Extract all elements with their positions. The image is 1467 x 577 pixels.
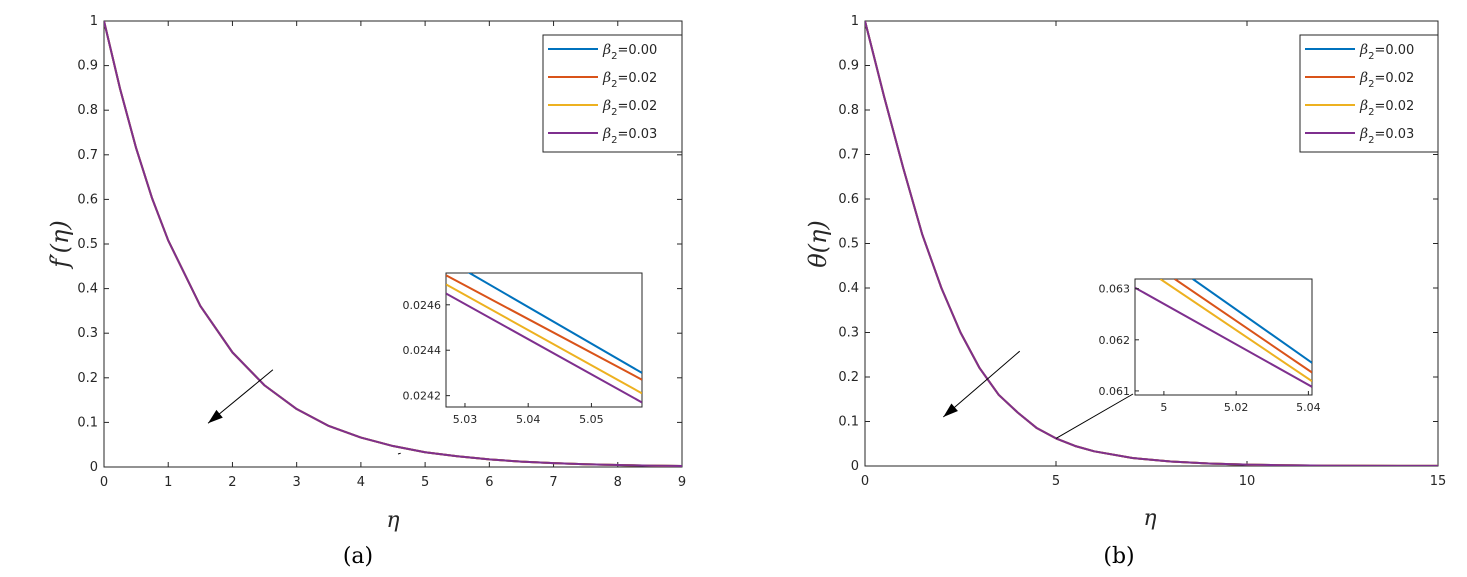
- x-tick-label: 7: [549, 475, 557, 490]
- y-tick-label: 0.9: [77, 59, 98, 74]
- y-tick-label: 0: [90, 460, 98, 475]
- inset-y-tick-label: 0.062: [1099, 334, 1131, 347]
- inset-pointer-line: [397, 452, 401, 455]
- x-axis-label: η: [386, 508, 399, 533]
- legend-entry-1: β2=0.02: [1359, 70, 1414, 90]
- x-tick-label: 9: [678, 475, 686, 490]
- y-tick-label: 0.3: [838, 326, 859, 341]
- y-axis-label: f′(η): [46, 220, 74, 269]
- y-tick-label: 0.6: [838, 192, 859, 207]
- inset-pointer-line: [1055, 393, 1134, 439]
- x-tick-label: 15: [1430, 474, 1447, 489]
- y-axis-label: θ(η): [804, 220, 832, 268]
- inset-x-tick-label: 5.04: [1296, 401, 1321, 414]
- y-tick-label: 0.7: [77, 148, 98, 163]
- inset-series-line-2: [446, 283, 642, 395]
- legend-entry-2: β2=0.02: [602, 98, 657, 118]
- x-tick-label: 0: [100, 475, 108, 490]
- legend-entry-0: β2=0.00: [1359, 42, 1414, 62]
- y-tick-label: 0.5: [838, 237, 859, 252]
- inset-y-tick-label: 0.0244: [403, 344, 442, 357]
- x-tick-label: 6: [485, 475, 493, 490]
- legend-entry-2: β2=0.02: [1359, 98, 1414, 118]
- inset-series-line-3: [1135, 286, 1312, 388]
- inset-x-tick-label: 5: [1160, 401, 1167, 414]
- trend-arrow-head: [208, 409, 223, 424]
- inset-series-line-3: [446, 292, 642, 404]
- series-line-3: [104, 21, 682, 467]
- x-tick-label: 5: [1052, 474, 1060, 489]
- x-axis-label: η: [1143, 506, 1156, 531]
- legend-entry-3: β2=0.03: [602, 126, 657, 146]
- x-tick-label: 10: [1239, 474, 1256, 489]
- x-tick-label: 8: [614, 475, 622, 490]
- panel-caption: (b): [1103, 544, 1134, 569]
- series-group: [865, 21, 1438, 466]
- inset-x-tick-label: 5.02: [1224, 401, 1249, 414]
- y-tick-label: 0.8: [77, 103, 98, 118]
- legend-entry-0: β2=0.00: [602, 42, 657, 62]
- inset-y-tick-label: 0.0246: [403, 299, 442, 312]
- inset-x-tick-label: 5.04: [516, 413, 541, 426]
- x-tick-label: 2: [228, 475, 236, 490]
- trend-arrow-head: [943, 403, 958, 418]
- y-tick-label: 0.5: [77, 237, 98, 252]
- y-tick-label: 0.4: [838, 281, 859, 296]
- y-tick-label: 0.2: [77, 371, 98, 386]
- y-tick-label: 0.7: [838, 148, 859, 163]
- inset-x-tick-label: 5.03: [453, 413, 478, 426]
- inset-series-line-0: [467, 273, 642, 374]
- inset-y-tick-label: 0.063: [1099, 283, 1131, 296]
- y-tick-label: 0.1: [77, 415, 98, 430]
- inset-series-line-1: [1174, 279, 1312, 374]
- panel-a-chart: 0 1 2 3 4 5 6 7 8 9 0 0.1 0.2 0.3 0.4 0.5 0.6 0.7 0.8 0.9 1 5…: [46, 14, 686, 569]
- inset-series-group: [1135, 279, 1312, 388]
- y-tick-label: 0.1: [838, 415, 859, 430]
- x-tick-label: 0: [861, 474, 869, 489]
- y-tick-label: 0.3: [77, 326, 98, 341]
- y-tick-label: 0.9: [838, 59, 859, 74]
- inset-x-tick-label: 5.05: [579, 413, 604, 426]
- legend-entry-1: β2=0.02: [602, 70, 657, 90]
- x-tick-label: 4: [357, 475, 365, 490]
- inset-series-group: [446, 273, 642, 404]
- inset-series-line-2: [1159, 279, 1312, 383]
- series-group: [104, 21, 682, 467]
- panel-caption: (a): [343, 544, 373, 569]
- inset-series-line-0: [1192, 279, 1312, 364]
- trend-arrow-shaft: [942, 350, 1021, 418]
- x-tick-label: 5: [421, 475, 429, 490]
- y-tick-label: 0: [851, 459, 859, 474]
- y-tick-label: 1: [851, 14, 859, 29]
- x-tick-label: 1: [164, 475, 172, 490]
- y-tick-label: 0.4: [77, 282, 98, 297]
- x-tick-label: 3: [293, 475, 301, 490]
- inset-series-line-1: [446, 274, 642, 381]
- inset-y-tick-label: 0.061: [1099, 385, 1131, 398]
- legend-entry-3: β2=0.03: [1359, 126, 1414, 146]
- y-tick-label: 0.2: [838, 370, 859, 385]
- series-line-3: [865, 21, 1438, 466]
- y-tick-label: 0.8: [838, 103, 859, 118]
- inset-y-tick-label: 0.0242: [403, 390, 442, 403]
- y-tick-label: 1: [90, 14, 98, 29]
- y-tick-label: 0.6: [77, 192, 98, 207]
